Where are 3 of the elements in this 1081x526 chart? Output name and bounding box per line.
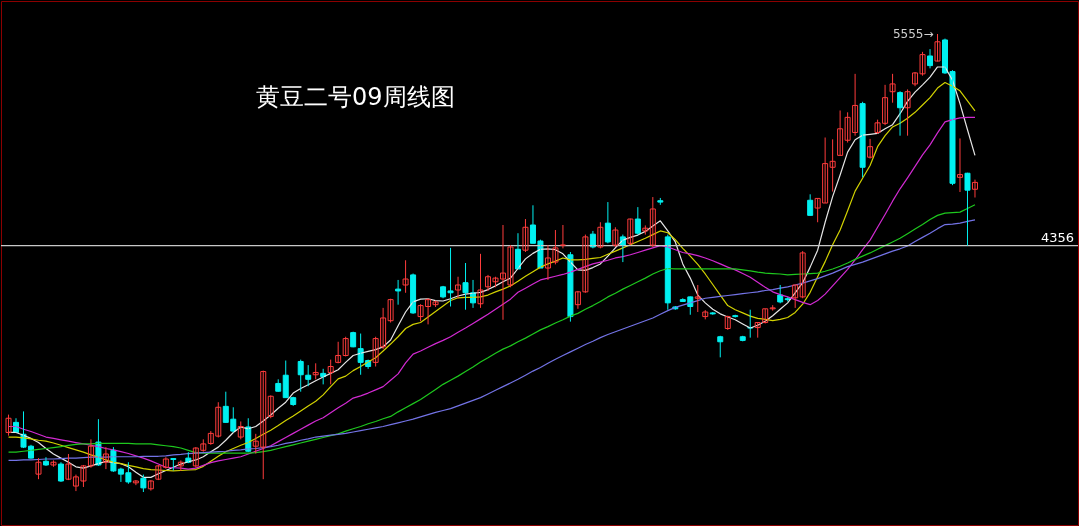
text: 4356 (1040, 229, 1074, 245)
annotation: 5555→ (892, 27, 934, 41)
text: 黄豆二号09周线图 (256, 83, 455, 111)
